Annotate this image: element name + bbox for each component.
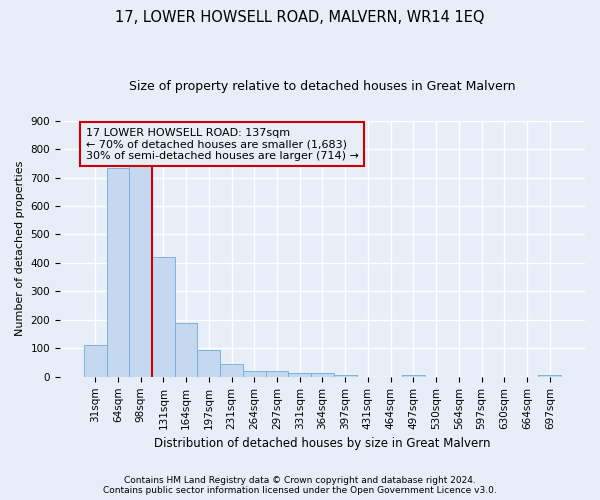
Bar — [152, 257, 175, 377]
Bar — [84, 346, 107, 377]
Title: Size of property relative to detached houses in Great Malvern: Size of property relative to detached ho… — [129, 80, 516, 93]
Bar — [107, 168, 129, 377]
X-axis label: Distribution of detached houses by size in Great Malvern: Distribution of detached houses by size … — [154, 437, 491, 450]
Bar — [197, 350, 220, 377]
Text: Contains HM Land Registry data © Crown copyright and database right 2024.
Contai: Contains HM Land Registry data © Crown c… — [103, 476, 497, 495]
Bar — [175, 322, 197, 377]
Bar — [311, 372, 334, 377]
Bar — [266, 371, 289, 377]
Bar — [334, 374, 356, 377]
Bar — [220, 364, 243, 377]
Bar — [289, 372, 311, 377]
Bar — [243, 371, 266, 377]
Text: 17 LOWER HOWSELL ROAD: 137sqm
← 70% of detached houses are smaller (1,683)
30% o: 17 LOWER HOWSELL ROAD: 137sqm ← 70% of d… — [86, 128, 359, 161]
Bar — [538, 374, 561, 377]
Bar — [129, 164, 152, 377]
Text: 17, LOWER HOWSELL ROAD, MALVERN, WR14 1EQ: 17, LOWER HOWSELL ROAD, MALVERN, WR14 1E… — [115, 10, 485, 25]
Y-axis label: Number of detached properties: Number of detached properties — [15, 161, 25, 336]
Bar — [402, 374, 425, 377]
